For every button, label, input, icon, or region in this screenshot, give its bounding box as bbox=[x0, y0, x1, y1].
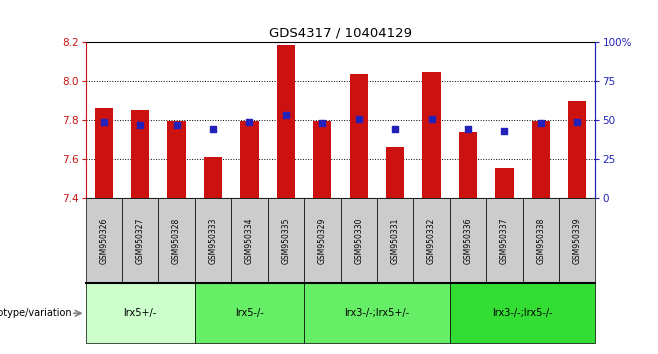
Point bbox=[99, 119, 109, 125]
Text: GSM950330: GSM950330 bbox=[354, 217, 363, 264]
Bar bbox=[413, 198, 450, 283]
Bar bbox=[131, 110, 149, 198]
Bar bbox=[304, 198, 341, 283]
Bar bbox=[277, 45, 295, 198]
Title: GDS4317 / 10404129: GDS4317 / 10404129 bbox=[269, 27, 412, 40]
Bar bbox=[122, 198, 159, 283]
Text: GSM950329: GSM950329 bbox=[318, 217, 327, 264]
Text: GSM950337: GSM950337 bbox=[500, 217, 509, 264]
Point bbox=[353, 116, 364, 122]
Text: GSM950328: GSM950328 bbox=[172, 218, 181, 264]
Bar bbox=[349, 74, 368, 198]
Point bbox=[572, 119, 582, 125]
Bar bbox=[377, 198, 413, 283]
Text: genotype/variation: genotype/variation bbox=[0, 308, 72, 318]
Bar bbox=[568, 101, 586, 198]
Point bbox=[208, 126, 218, 132]
Bar bbox=[422, 72, 441, 198]
Point bbox=[280, 113, 291, 118]
Text: GSM950339: GSM950339 bbox=[572, 217, 582, 264]
Point bbox=[244, 119, 255, 125]
Bar bbox=[341, 198, 377, 283]
Text: lrx3-/-;lrx5+/-: lrx3-/-;lrx5+/- bbox=[344, 308, 409, 318]
Point bbox=[536, 120, 546, 126]
Bar bbox=[532, 121, 550, 198]
Bar bbox=[195, 198, 231, 283]
Bar bbox=[195, 283, 304, 343]
Bar bbox=[313, 121, 332, 198]
Point bbox=[135, 122, 145, 128]
Point bbox=[171, 122, 182, 128]
Text: GSM950335: GSM950335 bbox=[282, 217, 290, 264]
Bar bbox=[304, 283, 450, 343]
Text: lrx5+/-: lrx5+/- bbox=[124, 308, 157, 318]
Point bbox=[390, 126, 401, 132]
Bar bbox=[168, 121, 186, 198]
Point bbox=[463, 126, 473, 132]
Bar bbox=[386, 147, 404, 198]
Bar bbox=[559, 198, 595, 283]
Bar bbox=[204, 157, 222, 198]
Bar bbox=[268, 198, 304, 283]
Text: lrx5-/-: lrx5-/- bbox=[235, 308, 264, 318]
Text: GSM950334: GSM950334 bbox=[245, 217, 254, 264]
Text: GSM950333: GSM950333 bbox=[209, 217, 218, 264]
Bar bbox=[86, 198, 122, 283]
Bar bbox=[86, 283, 195, 343]
Bar bbox=[495, 168, 513, 198]
Bar bbox=[231, 198, 268, 283]
Bar bbox=[450, 198, 486, 283]
Bar bbox=[159, 198, 195, 283]
Text: GSM950326: GSM950326 bbox=[99, 217, 109, 264]
Text: GSM950338: GSM950338 bbox=[536, 217, 545, 264]
Bar bbox=[486, 198, 522, 283]
Bar bbox=[459, 132, 477, 198]
Point bbox=[317, 120, 328, 126]
Bar bbox=[95, 108, 113, 198]
Point bbox=[426, 116, 437, 122]
Text: lrx3-/-;lrx5-/-: lrx3-/-;lrx5-/- bbox=[492, 308, 553, 318]
Text: GSM950332: GSM950332 bbox=[427, 217, 436, 264]
Text: GSM950327: GSM950327 bbox=[136, 217, 145, 264]
Bar bbox=[450, 283, 595, 343]
Text: GSM950336: GSM950336 bbox=[463, 217, 472, 264]
Text: GSM950331: GSM950331 bbox=[391, 217, 399, 264]
Bar bbox=[522, 198, 559, 283]
Bar bbox=[240, 121, 259, 198]
Point bbox=[499, 128, 510, 134]
